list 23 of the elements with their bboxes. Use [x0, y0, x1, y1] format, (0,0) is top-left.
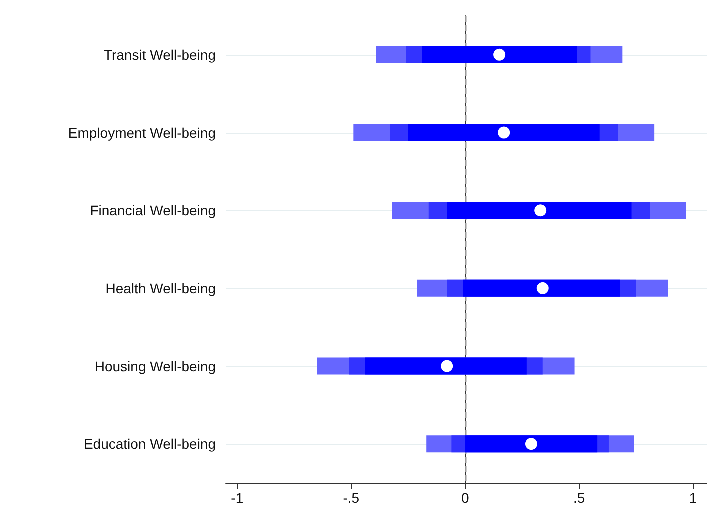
- point: [494, 48, 506, 61]
- x-tick-label: -.5: [343, 490, 360, 506]
- x-tick-label: 0: [461, 490, 470, 506]
- bar: [422, 46, 578, 64]
- point: [498, 126, 510, 139]
- y-tick-label: Housing Well-being: [94, 358, 216, 374]
- bar: [408, 124, 600, 142]
- bar: [463, 280, 620, 297]
- point: [536, 282, 549, 294]
- y-tick-label: Education Well-being: [84, 436, 216, 452]
- x-tick-label: -1: [231, 490, 244, 506]
- point: [525, 438, 538, 450]
- y-tick-label: Health Well-being: [106, 280, 216, 296]
- y-tick-label: Employment Well-being: [68, 124, 216, 141]
- bar: [447, 202, 632, 220]
- x-tick-label: .5: [573, 490, 586, 506]
- bar: [465, 436, 598, 453]
- point: [441, 360, 454, 372]
- x-tick-label: 1: [689, 490, 698, 506]
- y-tick-label: Transit Well-being: [104, 46, 216, 63]
- bar: [365, 358, 527, 375]
- y-tick-label: Financial Well-being: [90, 202, 216, 219]
- point: [534, 204, 547, 217]
